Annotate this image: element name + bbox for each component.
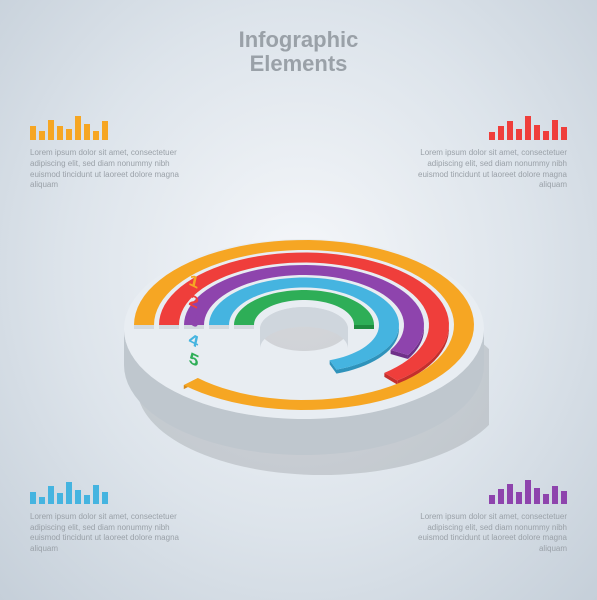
ring-startcap bbox=[209, 325, 229, 329]
mini-bar bbox=[525, 116, 531, 140]
mini-bar bbox=[507, 484, 513, 504]
mini-bar bbox=[84, 495, 90, 504]
mini-bar bbox=[561, 127, 567, 140]
mini-bar bbox=[489, 495, 495, 504]
mini-bar bbox=[84, 124, 90, 140]
mini-bar bbox=[75, 116, 81, 140]
mini-bar bbox=[543, 494, 549, 504]
mini-bar bbox=[498, 489, 504, 504]
mini-bar bbox=[102, 121, 108, 140]
corner-text-br: Lorem ipsum dolor sit amet, consectetuer… bbox=[412, 512, 567, 555]
title-line-2: Elements bbox=[0, 52, 597, 76]
ring-chart-svg bbox=[109, 164, 489, 484]
mini-bar bbox=[525, 480, 531, 504]
mini-bar bbox=[498, 126, 504, 140]
corner-text-bl: Lorem ipsum dolor sit amet, consectetuer… bbox=[30, 512, 185, 555]
title-line-1: Infographic bbox=[0, 28, 597, 52]
ring-startcap bbox=[134, 325, 154, 329]
mini-bar bbox=[48, 486, 54, 504]
corner-block-br: Lorem ipsum dolor sit amet, consectetuer… bbox=[412, 474, 567, 555]
mini-bar bbox=[534, 488, 540, 504]
mini-bar bbox=[66, 129, 72, 140]
mini-bar bbox=[102, 492, 108, 504]
mini-bar bbox=[561, 491, 567, 504]
mini-bar bbox=[93, 485, 99, 504]
mini-bar bbox=[57, 493, 63, 504]
ring-endcap bbox=[354, 325, 374, 329]
mini-bar bbox=[93, 131, 99, 140]
mini-bar bbox=[57, 126, 63, 140]
mini-bar-chart-tl bbox=[30, 110, 185, 140]
mini-bar bbox=[30, 126, 36, 140]
mini-bar bbox=[516, 492, 522, 504]
ring-startcap bbox=[234, 325, 254, 329]
mini-bar bbox=[534, 125, 540, 140]
ring-chart: 12345 bbox=[109, 164, 489, 484]
mini-bar bbox=[39, 497, 45, 504]
mini-bar bbox=[552, 486, 558, 504]
page-title: Infographic Elements bbox=[0, 28, 597, 76]
ring-labels: 12345 bbox=[189, 270, 198, 372]
mini-bar bbox=[489, 132, 495, 140]
ring-startcap bbox=[159, 325, 179, 329]
mini-bar bbox=[30, 492, 36, 504]
mini-bar bbox=[507, 121, 513, 140]
mini-bar bbox=[39, 131, 45, 140]
corner-block-bl: Lorem ipsum dolor sit amet, consectetuer… bbox=[30, 474, 185, 555]
mini-bar bbox=[48, 120, 54, 140]
mini-bar bbox=[516, 129, 522, 140]
mini-bar bbox=[543, 131, 549, 140]
mini-bar-chart-tr bbox=[412, 110, 567, 140]
mini-bar bbox=[66, 482, 72, 504]
mini-bar bbox=[75, 490, 81, 504]
mini-bar bbox=[552, 120, 558, 140]
